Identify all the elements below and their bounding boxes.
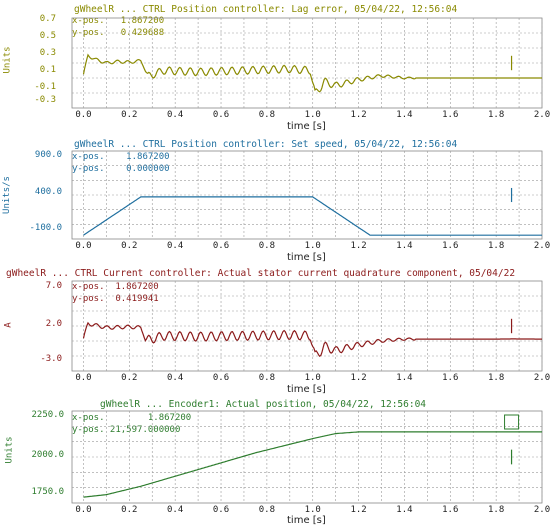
series-line	[82, 53, 542, 93]
x-tick: 0.8	[258, 505, 275, 515]
panel-title: gWheelR ... CTRL Current controller: Act…	[6, 268, 516, 279]
plot-frame	[71, 410, 543, 504]
x-tick: 0.2	[121, 373, 138, 383]
panel-title: gWheelR ... Encoder1: Actual position, 0…	[100, 399, 427, 410]
x-tick: 2.0	[533, 505, 550, 515]
x-axis-label: time [s]	[287, 121, 326, 132]
stator-current-panel: gWheelR ... CTRL Current controller: Act…	[0, 265, 550, 395]
x-tick: 0.4	[167, 110, 184, 120]
x-tick: 0.6	[212, 505, 230, 515]
y-axis-label: A	[3, 322, 14, 328]
x-tick: 1.2	[350, 241, 367, 251]
y-pos-readout: y-pos. 21,597.000000	[72, 425, 181, 435]
plot-frame	[71, 150, 543, 240]
y-tick: 0.3	[39, 48, 56, 58]
x-tick: 2.0	[533, 373, 550, 383]
series-line	[82, 321, 542, 357]
panel-title: gWheelR ... CTRL Position controller: La…	[74, 4, 458, 15]
series-line	[83, 431, 542, 498]
y-axis-label: Units	[4, 436, 15, 464]
cursor-box	[504, 414, 520, 430]
x-tick: 1.0	[304, 241, 321, 251]
plot-frame	[71, 17, 543, 109]
x-tick: 0.2	[121, 110, 138, 120]
lag-error-plot[interactable]	[71, 17, 543, 109]
x-pos-readout: x-pos. 1.867200	[72, 413, 192, 423]
actual-position-plot[interactable]	[71, 410, 543, 504]
stator-current-plot[interactable]	[71, 280, 543, 372]
y-tick: 0.7	[39, 14, 56, 24]
x-axis-label: time [s]	[287, 515, 326, 526]
y-tick: -0.3	[34, 95, 56, 105]
y-tick: 0.1	[39, 65, 56, 75]
x-tick: 1.4	[396, 241, 413, 251]
actual-position-panel: gWheelR ... Encoder1: Actual position, 0…	[0, 395, 550, 527]
x-tick: 1.6	[442, 241, 459, 251]
x-tick: 1.4	[396, 110, 413, 120]
x-tick: 1.6	[442, 110, 459, 120]
y-tick: 900.0	[34, 150, 62, 160]
x-tick: 1.6	[442, 373, 459, 383]
x-tick: 1.4	[396, 373, 413, 383]
x-tick: 0.6	[212, 110, 230, 120]
panel-title: gWheelR ... CTRL Position controller: Se…	[74, 139, 458, 150]
series-line	[83, 196, 542, 236]
y-pos-readout: y-pos. 0.419941	[72, 294, 159, 304]
x-tick: 2.0	[533, 110, 550, 120]
y-tick: 7.0	[45, 281, 62, 291]
x-tick: 1.2	[350, 373, 367, 383]
x-tick: 1.0	[304, 505, 321, 515]
x-tick: 1.8	[488, 373, 505, 383]
x-tick: 1.8	[488, 505, 505, 515]
x-axis-label: time [s]	[287, 384, 326, 395]
x-tick: 0.4	[167, 241, 184, 251]
x-tick: 0.8	[258, 373, 275, 383]
y-tick: 2.0	[45, 319, 62, 329]
x-tick: 1.2	[350, 110, 367, 120]
plot-frame	[71, 280, 543, 372]
x-tick: 0.6	[212, 241, 230, 251]
x-tick: 2.0	[533, 241, 550, 251]
y-axis-label: Units/s	[1, 176, 12, 214]
x-tick: 0.4	[167, 505, 184, 515]
x-tick: 0.0	[75, 505, 92, 515]
x-axis-label: time [s]	[287, 252, 326, 263]
set-speed-panel: gWheelR ... CTRL Position controller: Se…	[0, 135, 550, 265]
set-speed-plot[interactable]	[71, 150, 543, 240]
y-tick: -3.0	[40, 354, 62, 364]
lag-error-panel: gWheelR ... CTRL Position controller: La…	[0, 0, 550, 135]
x-tick: 0.0	[75, 373, 92, 383]
y-tick: 400.0	[34, 187, 62, 197]
x-tick: 1.2	[350, 505, 367, 515]
y-tick: -0.1	[34, 82, 56, 92]
x-tick: 0.4	[167, 373, 184, 383]
y-tick: 1750.0	[31, 487, 64, 497]
x-tick: 0.0	[75, 110, 92, 120]
x-tick: 0.2	[121, 505, 138, 515]
x-tick: 0.8	[258, 110, 275, 120]
x-pos-readout: x-pos. 1.867200	[72, 282, 159, 292]
x-pos-readout: x-pos. 1.867200	[72, 152, 170, 162]
x-tick: 1.8	[488, 110, 505, 120]
x-tick: 0.6	[212, 373, 230, 383]
y-tick: 0.5	[39, 31, 56, 41]
y-tick: 2250.0	[31, 410, 64, 420]
y-pos-readout: y-pos. 0.000000	[72, 164, 170, 174]
x-tick: 1.0	[304, 373, 321, 383]
x-tick: 0.8	[258, 241, 275, 251]
y-tick: -100.0	[29, 223, 62, 233]
x-tick: 1.0	[304, 110, 321, 120]
x-tick: 0.2	[121, 241, 138, 251]
x-tick: 0.0	[75, 241, 92, 251]
x-tick: 1.6	[442, 505, 459, 515]
x-tick: 1.4	[396, 505, 413, 515]
y-tick: 2000.0	[31, 450, 64, 460]
y-axis-label: Units	[2, 46, 13, 74]
x-pos-readout: x-pos. 1.867200	[72, 16, 165, 26]
x-tick: 1.8	[488, 241, 505, 251]
